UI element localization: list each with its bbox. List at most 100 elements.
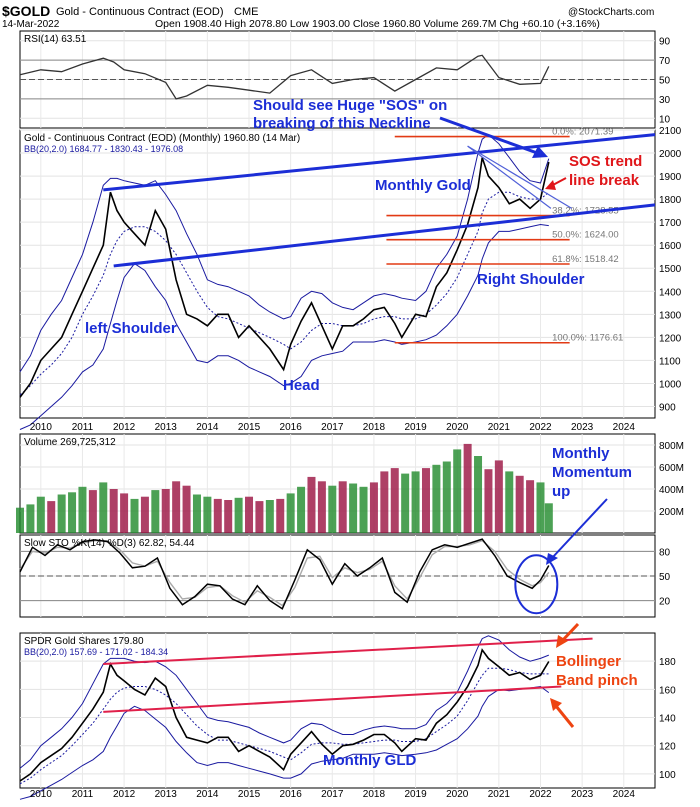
y-tick-label: 1100 xyxy=(659,356,681,367)
y-tick-label: 10 xyxy=(659,114,671,125)
sto-title: Slow STO %K(14) %D(3) 62.82, 54.44 xyxy=(24,538,195,549)
x-tick-label: 2023 xyxy=(571,422,594,433)
volume-bar xyxy=(317,481,326,533)
x-tick-label: 2024 xyxy=(613,422,636,433)
gld-bb-mid-line xyxy=(19,667,549,785)
neckline-arrow-head xyxy=(532,146,548,158)
sos-label-line2: line break xyxy=(569,172,640,189)
panel-frame xyxy=(19,129,656,419)
x-tick-label: 2017 xyxy=(321,789,344,800)
x-tick-label: 2016 xyxy=(280,422,303,433)
volume-bar xyxy=(265,500,274,533)
panel-gold: 900 1000 1100 1200 1300 1400 1500 1600 1700 1800 1… xyxy=(19,126,682,430)
x-tick-label: 2021 xyxy=(488,789,511,800)
y-tick-label: 1000 xyxy=(659,379,682,390)
volume-bar xyxy=(130,498,139,533)
gld-price-line xyxy=(19,648,550,782)
y-tick-label: 50 xyxy=(659,76,671,87)
y-tick-label: 90 xyxy=(659,37,671,48)
panel-volume: 200M 400M 600M 800M Volume 269,725,312 xyxy=(16,433,684,534)
x-tick-label: 2010 xyxy=(30,422,53,433)
fib-label: 0.0%: 2071.39 xyxy=(552,127,613,138)
sto-d-line xyxy=(19,539,550,607)
volume-bar xyxy=(390,468,399,533)
price-line xyxy=(19,157,550,398)
y-tick-label: 50 xyxy=(659,572,671,583)
volume-bar xyxy=(359,486,368,533)
volume-bar xyxy=(297,486,306,533)
volume-bar xyxy=(421,468,430,533)
x-tick-label: 2010 xyxy=(30,789,53,800)
panel-gld: 100 120 140 160 180 SPDR Gold Shares 179.80BB… xyxy=(19,632,676,800)
gld-legend: BB(20,2.0) 157.69 - 171.02 - 184.34 xyxy=(24,647,168,657)
bollinger-arrow-bottom xyxy=(554,705,575,728)
volume-bar xyxy=(26,504,35,533)
x-tick-label: 2020 xyxy=(446,789,469,800)
x-tick-label: 2019 xyxy=(404,422,427,433)
momentum-label-line2: Momentum xyxy=(552,464,632,481)
x-tick-label: 2019 xyxy=(404,789,427,800)
volume-bar xyxy=(307,476,316,533)
y-tick-label: 400M xyxy=(659,485,684,496)
monthly-gold-label: Monthly Gold xyxy=(375,177,471,194)
volume-bar xyxy=(380,471,389,533)
y-tick-label: 200M xyxy=(659,507,684,518)
x-tick-label: 2024 xyxy=(613,789,636,800)
volume-bar xyxy=(182,485,191,533)
x-tick-label: 2013 xyxy=(155,789,178,800)
volume-bar xyxy=(526,480,535,533)
y-tick-label: 800M xyxy=(659,441,684,452)
x-tick-label: 2011 xyxy=(72,789,94,800)
bollinger-arrow-top xyxy=(560,622,580,643)
rsi-title: RSI(14) 63.51 xyxy=(24,34,87,45)
gold-title: Gold - Continuous Contract (EOD) (Monthl… xyxy=(24,133,300,144)
volume-bar xyxy=(36,496,45,533)
x-tick-label: 2022 xyxy=(529,422,552,433)
y-tick-label: 1200 xyxy=(659,333,682,344)
y-tick-label: 1500 xyxy=(659,264,682,275)
monthly-gld-label: Monthly GLD xyxy=(323,752,416,769)
neckline-annotation-line2: breaking of this Neckline xyxy=(253,115,431,132)
trendline xyxy=(103,133,656,192)
momentum-arrow-head xyxy=(546,553,558,565)
volume-bar xyxy=(57,494,66,533)
y-tick-label: 160 xyxy=(659,685,676,696)
gld-title: SPDR Gold Shares 179.80 xyxy=(24,636,144,647)
rsi-line xyxy=(19,54,550,100)
volume-bar xyxy=(484,469,493,533)
volume-bar xyxy=(411,471,420,533)
x-tick-label: 2017 xyxy=(321,422,344,433)
symbol: $GOLD xyxy=(2,3,50,19)
y-tick-label: 1600 xyxy=(659,241,682,252)
bb-mid-line xyxy=(19,191,550,396)
volume-bar xyxy=(494,460,503,533)
chart-date: 14-Mar-2022 xyxy=(2,19,60,30)
x-tick-label: 2018 xyxy=(363,789,386,800)
volume-bar xyxy=(172,481,181,533)
volume-bar xyxy=(192,494,201,533)
quote-line: Open 1908.40 High 2078.80 Low 1903.00 Cl… xyxy=(155,18,600,30)
y-tick-label: 600M xyxy=(659,463,684,474)
fib-label: 61.8%: 1518.42 xyxy=(552,254,619,265)
right-shoulder-label: Right Shoulder xyxy=(477,271,585,288)
neckline-arrow xyxy=(439,116,541,156)
gld-trendline xyxy=(103,685,562,713)
volume-title: Volume 269,725,312 xyxy=(24,437,116,448)
volume-bar xyxy=(401,473,410,533)
x-tick-label: 2012 xyxy=(113,789,136,800)
gld-trendline xyxy=(103,637,593,665)
y-tick-label: 1400 xyxy=(659,287,682,298)
bollinger-label-line2: Band pinch xyxy=(556,672,638,689)
bb-upper-line xyxy=(19,133,550,373)
sos-arrow-head xyxy=(545,180,556,190)
volume-bar xyxy=(442,461,451,533)
volume-bar xyxy=(213,498,222,533)
volume-bar xyxy=(276,498,285,533)
volume-bar xyxy=(544,503,553,533)
volume-bar xyxy=(338,481,347,533)
head-label: Head xyxy=(283,377,320,394)
y-tick-label: 80 xyxy=(659,547,671,558)
x-tick-label: 2011 xyxy=(72,422,94,433)
watermark: @StockCharts.com xyxy=(568,7,654,18)
x-tick-label: 2013 xyxy=(155,422,178,433)
